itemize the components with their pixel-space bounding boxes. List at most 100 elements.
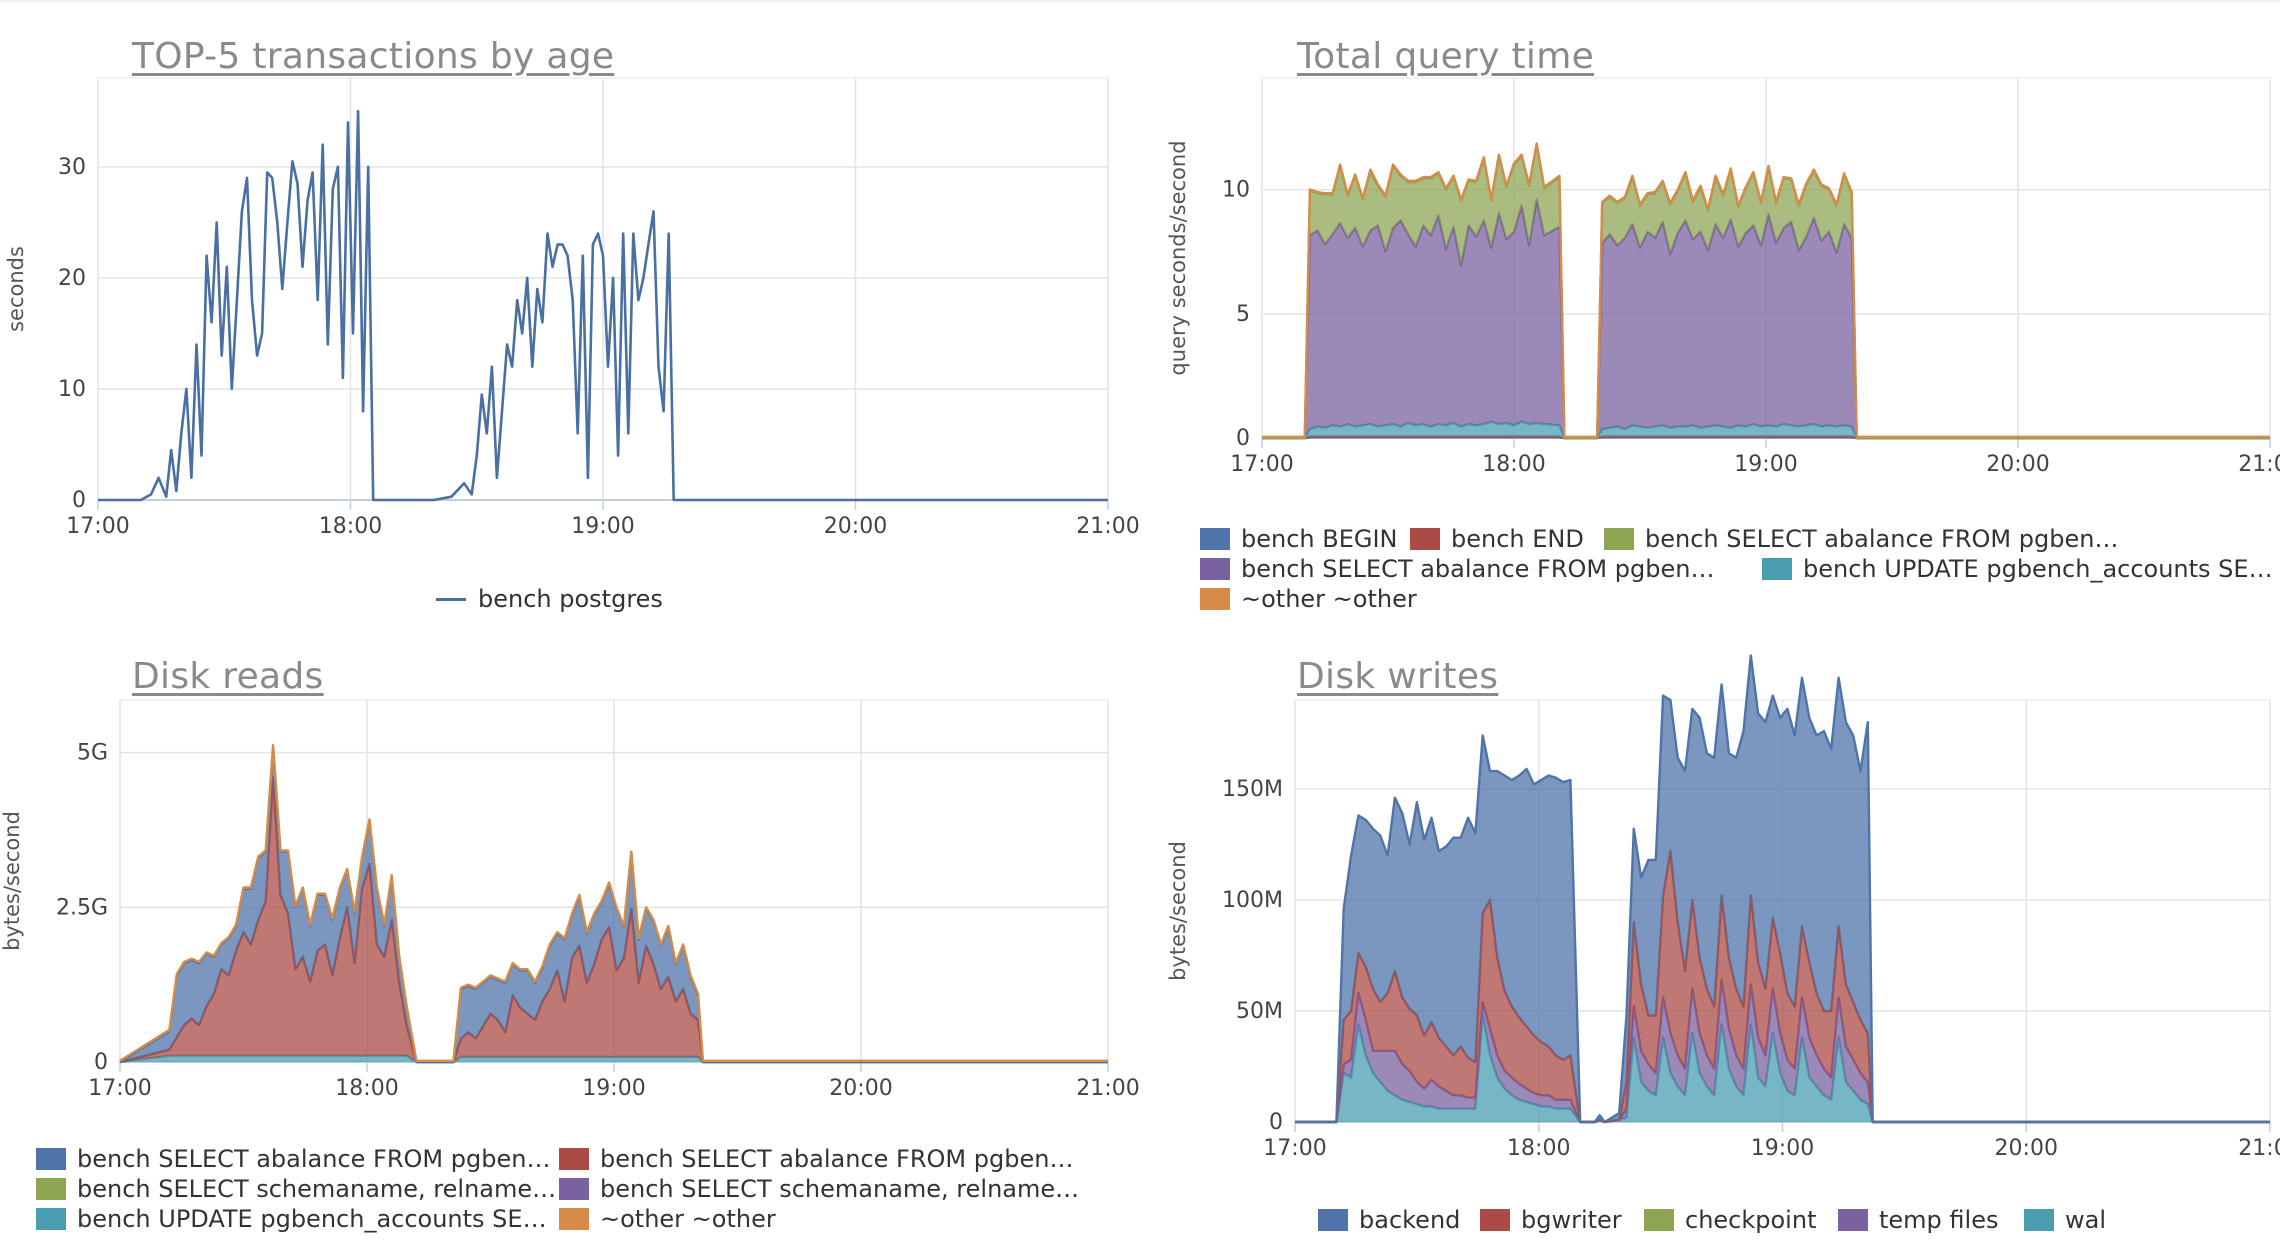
legend-color-swatch-icon: [1410, 528, 1440, 550]
legend-label: bench BEGIN: [1241, 525, 1398, 553]
legend-item[interactable]: bench postgres: [436, 585, 663, 613]
legend-item[interactable]: bgwriter: [1480, 1206, 1622, 1234]
y-axis-label: bytes/second: [0, 811, 24, 951]
legend-label: bench SELECT schemaname, relname…: [77, 1175, 557, 1203]
x-tick-label: 17:00: [88, 1076, 151, 1101]
chart-top5-transactions: 17:00 18:00 19:00 20:00 21:00 0 10 20 30 seconds: [4, 77, 1140, 539]
legend-item[interactable]: bench SELECT schemaname, relname…: [559, 1175, 1079, 1203]
chart-total-query-time: 17:00 18:00 19:00 20:00 21:00 0 5 10 query secon…: [1166, 77, 2280, 477]
y-tick-label: 150M: [1222, 777, 1283, 802]
legend-item[interactable]: bench SELECT abalance FROM pgben…: [559, 1145, 1073, 1173]
legend-color-swatch-icon: [559, 1148, 589, 1170]
legend-color-swatch-icon: [1838, 1209, 1868, 1231]
series-area-1[interactable]: [120, 777, 1108, 1062]
x-tick-label: 20:00: [824, 514, 887, 539]
legend-item[interactable]: ~other ~other: [559, 1205, 776, 1233]
legend-color-swatch-icon: [1200, 558, 1230, 580]
y-tick-label: 0: [94, 1050, 108, 1075]
legend-item[interactable]: wal: [2024, 1206, 2106, 1234]
x-tick-label: 19:00: [1751, 1136, 1814, 1161]
y-tick-label: 5G: [77, 741, 108, 766]
legend-item[interactable]: bench SELECT abalance FROM pgben…: [1200, 555, 1714, 583]
legend-label: checkpoint: [1685, 1206, 1817, 1234]
legend-label: bench SELECT abalance FROM pgben…: [1241, 555, 1715, 583]
legend-item[interactable]: bench UPDATE pgbench_accounts SE…: [1762, 555, 2273, 583]
x-tick-label: 21:00: [2238, 1136, 2280, 1161]
legend-item[interactable]: bench SELECT schemaname, relname…: [36, 1175, 556, 1203]
legend-color-swatch-icon: [1762, 558, 1792, 580]
x-tick-label: 21:00: [2238, 452, 2280, 477]
legend-item[interactable]: bench SELECT abalance FROM pgben…: [36, 1145, 550, 1173]
series-area-3[interactable]: [1262, 199, 2270, 438]
legend-item[interactable]: temp files: [1838, 1206, 1998, 1234]
y-tick-label: 20: [58, 266, 86, 291]
legend-color-swatch-icon: [1604, 528, 1634, 550]
legend-color-swatch-icon: [36, 1178, 66, 1200]
panel-title[interactable]: TOP-5 transactions by age: [132, 36, 615, 77]
legend-line-swatch-icon: [436, 597, 466, 601]
x-tick-label: 18:00: [1482, 452, 1545, 477]
y-axis-label: query seconds/second: [1166, 140, 1190, 375]
x-tick-label: 17:00: [1263, 1136, 1326, 1161]
x-tick-label: 17:00: [66, 514, 129, 539]
series-line-5: [119, 744, 1108, 1062]
series-area-4[interactable]: [1262, 144, 2270, 439]
legend-label: backend: [1359, 1206, 1461, 1234]
x-tick-label: 18:00: [1507, 1136, 1570, 1161]
legend-item[interactable]: bench END: [1410, 525, 1584, 553]
series-line-3: [1295, 654, 2270, 1124]
x-tick-label: 20:00: [1986, 452, 2049, 477]
legend-item[interactable]: backend: [1318, 1206, 1460, 1234]
y-tick-label: 100M: [1222, 888, 1283, 913]
legend-color-swatch-icon: [36, 1208, 66, 1230]
y-tick-label: 0: [1236, 426, 1250, 451]
legend-label: ~other ~other: [600, 1205, 776, 1233]
legend-item[interactable]: checkpoint: [1644, 1206, 1816, 1234]
legend-color-swatch-icon: [1318, 1209, 1348, 1231]
series-area-0[interactable]: [120, 1055, 1108, 1062]
y-tick-label: 5: [1236, 302, 1250, 327]
legend-color-swatch-icon: [2024, 1209, 2054, 1231]
y-tick-label: 50M: [1236, 999, 1283, 1024]
legend-color-swatch-icon: [36, 1148, 66, 1170]
series-line-bench-postgres[interactable]: [98, 110, 1108, 502]
x-tick-label: 21:00: [1076, 1076, 1139, 1101]
legend-label: bench SELECT abalance FROM pgben…: [77, 1145, 551, 1173]
series-area-2[interactable]: [1295, 851, 2270, 1122]
series-area-0[interactable]: [1295, 1015, 2270, 1122]
legend-label: bench SELECT abalance FROM pgben…: [600, 1145, 1074, 1173]
legend-color-swatch-icon: [1200, 588, 1230, 610]
panel-title[interactable]: Total query time: [1297, 36, 1595, 77]
legend-item[interactable]: bench UPDATE pgbench_accounts SE…: [36, 1205, 547, 1233]
y-tick-label: 30: [58, 155, 86, 180]
legend-item[interactable]: bench BEGIN: [1200, 525, 1398, 553]
panel-title[interactable]: Disk reads: [132, 656, 324, 697]
legend-label: bench UPDATE pgbench_accounts SE…: [1803, 555, 2273, 583]
panel-title[interactable]: Disk writes: [1297, 656, 1499, 697]
y-tick-label: 10: [1222, 178, 1250, 203]
legend-color-swatch-icon: [1200, 528, 1230, 550]
x-tick-label: 17:00: [1230, 452, 1293, 477]
y-tick-label: 0: [1269, 1110, 1283, 1135]
legend-item[interactable]: ~other ~other: [1200, 585, 1417, 613]
legend-color-swatch-icon: [1480, 1209, 1510, 1231]
x-tick-label: 19:00: [571, 514, 634, 539]
x-tick-label: 18:00: [335, 1076, 398, 1101]
y-tick-label: 0: [72, 488, 86, 513]
x-tick-label: 20:00: [1995, 1136, 2058, 1161]
legend-color-swatch-icon: [559, 1208, 589, 1230]
series-line-5: [1262, 142, 2270, 438]
legend-label: bench SELECT schemaname, relname…: [600, 1175, 1080, 1203]
series-area-3[interactable]: [1295, 655, 2270, 1122]
legend-color-swatch-icon: [559, 1178, 589, 1200]
y-axis-label: seconds: [4, 246, 28, 332]
top-bar: [0, 0, 2280, 4]
legend-label: bench UPDATE pgbench_accounts SE…: [77, 1205, 547, 1233]
x-tick-label: 19:00: [1734, 452, 1797, 477]
legend-item[interactable]: bench SELECT abalance FROM pgben…: [1604, 525, 2118, 553]
legend-color-swatch-icon: [1644, 1209, 1674, 1231]
legend-label: bgwriter: [1521, 1206, 1622, 1234]
legend-label: bench END: [1451, 525, 1584, 553]
series-area-1[interactable]: [1295, 979, 2270, 1122]
